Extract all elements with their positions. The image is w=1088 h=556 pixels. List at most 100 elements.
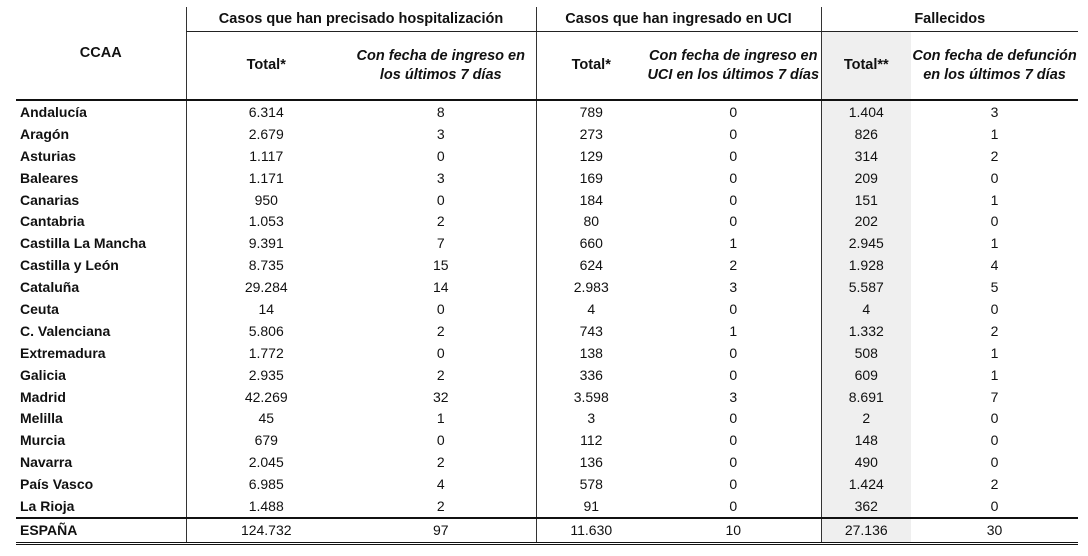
hosp-total-cell: 1.488 (185, 495, 346, 518)
region-name: Cantabria (20, 213, 85, 230)
group-header-uci: Casos que han ingresado en UCI (535, 7, 822, 32)
hosp-total-cell: 5.806 (185, 319, 346, 342)
uci-total-total-cell: 11.630 (535, 516, 646, 545)
uci-7d-cell: 0 (729, 497, 738, 514)
fall-7d-cell: 2 (990, 147, 999, 164)
uci-total-cell: 91 (535, 495, 646, 518)
fall-total-cell: 314 (820, 144, 912, 167)
table-row: Baleares 1.171 3 169 0 209 0 (16, 166, 1078, 189)
fall-7d-cell: 2 (990, 476, 999, 493)
hosp-total-cell: 1.117 (185, 144, 346, 167)
table-row: Melilla 45 1 3 0 2 0 (16, 407, 1078, 430)
uci-total-cell: 660 (535, 232, 646, 255)
uci-total-cell: 336 (535, 363, 646, 386)
hosp-7d-cell: 0 (436, 432, 445, 449)
region-name: Galicia (20, 366, 66, 383)
uci-7d-cell: 3 (729, 279, 738, 296)
fall-7d-header: Con fecha de defunción en los últimos 7 … (911, 31, 1079, 101)
table-row: Ceuta 14 0 4 0 4 0 (16, 298, 1078, 320)
table-row: Castilla y León 8.735 15 624 2 1.928 4 (16, 254, 1078, 277)
hosp-7d-cell: 0 (436, 344, 445, 361)
fall-total-cell: 5.587 (820, 276, 912, 299)
hosp-total-cell: 679 (185, 429, 346, 452)
group-header-hospitalizacion: Casos que han precisado hospitalización (185, 7, 536, 32)
fall-7d-cell: 1 (990, 235, 999, 252)
hosp-total-cell: 2.935 (185, 363, 346, 386)
fall-total-cell: 362 (820, 495, 912, 518)
fall-7d-cell: 7 (990, 388, 999, 405)
fall-total-cell: 1.424 (820, 473, 912, 496)
fall-total-cell: 8.691 (820, 385, 912, 408)
ccaa-data-table: CCAA Casos que han precisado hospitaliza… (16, 7, 1079, 545)
fall-7d-cell: 1 (990, 125, 999, 142)
uci-total-cell: 112 (535, 429, 646, 452)
table-row: Navarra 2.045 2 136 0 490 0 (16, 451, 1078, 474)
hosp-7d-cell: 0 (436, 191, 445, 208)
hosp-total-cell: 45 (185, 407, 346, 430)
uci-total-cell: 80 (535, 210, 646, 233)
hosp-total-cell: 1.053 (185, 210, 346, 233)
hosp-7d-cell: 2 (436, 497, 445, 514)
fall-7d-cell: 4 (990, 257, 999, 274)
region-name: Asturias (20, 147, 77, 164)
region-name: Aragón (20, 125, 69, 142)
table-body: Andalucía 6.314 8 789 0 1.404 3 Aragón 2.679 3 273… (16, 100, 1079, 545)
table-row: País Vasco 6.985 4 578 0 1.424 2 (16, 473, 1078, 496)
fall-total-cell: 508 (820, 341, 912, 364)
fall-7d-cell: 0 (990, 213, 999, 230)
fall-7d-cell: 1 (990, 366, 999, 383)
region-name: Andalucía (20, 103, 87, 120)
hosp-total-cell: 8.735 (185, 254, 346, 277)
hosp-7d-cell: 7 (436, 235, 445, 252)
hosp-7d-cell: 32 (432, 388, 449, 405)
hosp-7d-cell: 2 (436, 366, 445, 383)
total-row: ESPAÑA 124.732 97 11.630 10 27.136 30 (16, 516, 1079, 545)
uci-total-cell: 184 (535, 188, 646, 211)
uci-7d-cell: 0 (729, 213, 738, 230)
hosp-total-cell: 2.679 (185, 122, 346, 145)
uci-7d-header: Con fecha de ingreso en UCI en los últim… (646, 31, 822, 101)
hosp-total-cell: 6.985 (185, 473, 346, 496)
fall-total-cell: 1.928 (820, 254, 912, 277)
hosp-7d-cell: 1 (436, 410, 445, 427)
hosp-7d-cell: 2 (436, 213, 445, 230)
fall-total-cell: 4 (820, 298, 912, 320)
hosp-total-header: Total* (185, 31, 346, 101)
hosp-total-cell: 14 (185, 298, 346, 320)
uci-total-cell: 3.598 (535, 385, 646, 408)
uci-7d-cell: 2 (729, 257, 738, 274)
fall-7d-cell: 0 (990, 300, 999, 317)
fall-total-cell: 1.332 (820, 319, 912, 342)
region-name: Castilla y León (20, 257, 119, 274)
fall-total-cell: 151 (820, 188, 912, 211)
region-name: Castilla La Mancha (20, 235, 147, 252)
fall-7d-total-cell: 30 (911, 516, 1079, 545)
hosp-7d-cell: 2 (436, 454, 445, 471)
fall-7d-cell: 0 (990, 432, 999, 449)
region-name: Cataluña (20, 279, 80, 296)
fall-total-header: Total** (820, 31, 912, 101)
hosp-7d-cell: 14 (432, 279, 449, 296)
uci-7d-cell: 0 (729, 344, 738, 361)
uci-7d-cell: 0 (729, 410, 738, 427)
table-row: Canarias 950 0 184 0 151 1 (16, 188, 1078, 211)
hosp-7d-total-cell: 97 (346, 516, 536, 545)
table-row: La Rioja 1.488 2 91 0 362 0 (16, 495, 1078, 518)
region-name: Murcia (20, 432, 66, 449)
fall-total-cell: 209 (820, 166, 912, 189)
region-name: Navarra (20, 454, 73, 471)
uci-7d-cell: 0 (729, 366, 738, 383)
hosp-total-cell: 29.284 (185, 276, 346, 299)
table-row: Asturias 1.117 0 129 0 314 2 (16, 144, 1078, 167)
uci-total-cell: 273 (535, 122, 646, 145)
uci-total-cell: 169 (535, 166, 646, 189)
group-header-fallecidos: Fallecidos (820, 7, 1079, 32)
uci-total-cell: 136 (535, 451, 646, 474)
hosp-7d-cell: 3 (436, 125, 445, 142)
uci-total-header: Total* (535, 31, 646, 101)
region-name: País Vasco (20, 476, 94, 493)
uci-7d-cell: 1 (729, 322, 738, 339)
fall-7d-cell: 0 (990, 169, 999, 186)
fall-total-cell: 148 (820, 429, 912, 452)
region-name: C. Valenciana (20, 322, 111, 339)
